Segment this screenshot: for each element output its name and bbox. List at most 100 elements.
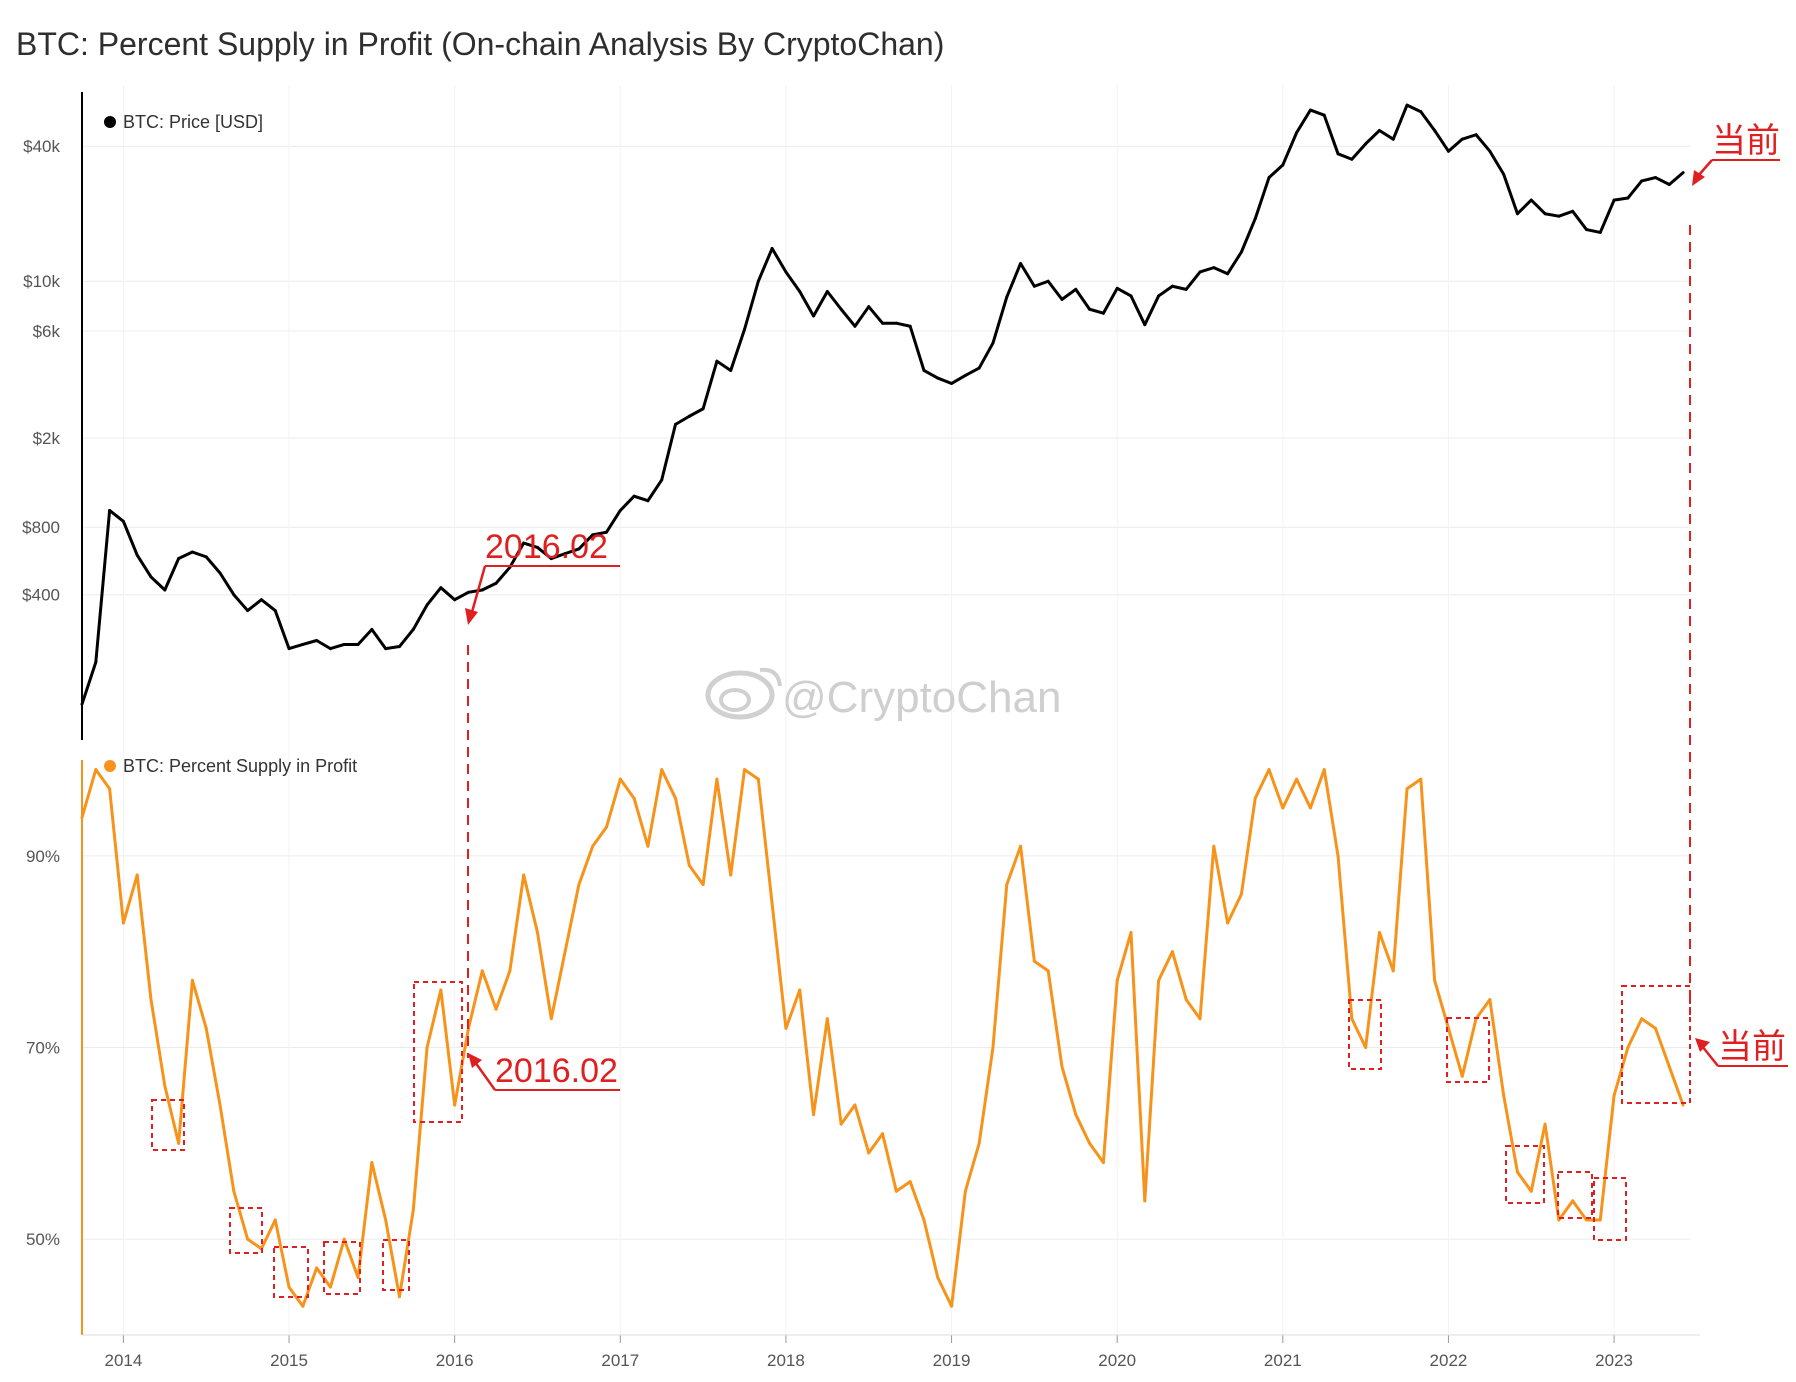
supply-line-segment (287, 1285, 305, 1308)
price-line-segment (1460, 133, 1478, 141)
price-line-segment (1157, 284, 1174, 298)
supply-line-segment (922, 1218, 940, 1279)
supply-line-segment (1019, 844, 1036, 963)
price-line-segment (1529, 198, 1547, 216)
price-legend-marker (104, 116, 116, 128)
price-line-segment (591, 530, 608, 537)
price-line-segment (522, 541, 539, 549)
price-line-segment (1101, 286, 1119, 315)
supply-line-segment (328, 1237, 346, 1289)
supply-line-segment (894, 1180, 912, 1193)
supply-line-segment (1446, 1026, 1464, 1078)
supply-line-segment (108, 787, 125, 925)
price-line-segment (674, 414, 691, 426)
price-line-segment (1433, 129, 1450, 153)
x-tick-label: 2017 (601, 1351, 639, 1370)
price-line-segment (604, 508, 622, 534)
price-line-segment (232, 593, 250, 613)
supply-line-segment (370, 1161, 388, 1222)
price-y-axis: $400 $800 $2k $6k $10k $40k (22, 137, 60, 605)
price-tick-label: $10k (23, 272, 60, 291)
supply-tick-label: 50% (26, 1230, 60, 1249)
price-line-segment (1598, 198, 1616, 234)
supply-line-segment (632, 796, 650, 848)
price-legend: BTC: Price [USD] (104, 112, 263, 132)
supply-line-segment (1239, 796, 1257, 896)
supply-line-segment (839, 1103, 857, 1126)
annotation-2016-upper-arrow (470, 565, 487, 613)
supply-line-segment (660, 768, 678, 800)
x-tick-label: 2021 (1264, 1351, 1302, 1370)
price-line-segment (1377, 129, 1395, 141)
supply-line-segment (1143, 978, 1161, 1203)
supply-line-segment (1253, 768, 1271, 800)
supply-line-segment (1488, 998, 1506, 1097)
supply-line-segment (1557, 1199, 1575, 1222)
supply-line-segment (1364, 931, 1381, 1049)
annotation-current-lower: 当前 (1718, 1028, 1786, 1066)
arrow-head-icon (1692, 170, 1705, 186)
price-line-segment (1267, 163, 1285, 180)
supply-legend-label: BTC: Percent Supply in Profit (123, 756, 357, 776)
price-line-segment (1571, 209, 1588, 232)
supply-line-segment (1419, 777, 1437, 982)
axis-lines (81, 92, 1700, 1336)
highlight-box (1348, 999, 1382, 1070)
supply-y-axis: 50% 70% 90% (26, 847, 60, 1249)
supply-series (80, 768, 1685, 1308)
supply-line-segment (1157, 950, 1174, 982)
price-line-segment (425, 586, 443, 607)
price-line-segment (494, 565, 512, 585)
supply-line-segment (1571, 1199, 1588, 1222)
price-tick-label: $40k (23, 137, 60, 156)
highlight-box (1505, 1145, 1545, 1204)
price-line-segment (687, 407, 705, 418)
supply-line-segment (646, 768, 664, 848)
price-tick-label: $800 (22, 518, 60, 537)
price-line-segment (1612, 196, 1630, 202)
supply-line-segment (674, 796, 691, 867)
price-line-segment (1184, 270, 1202, 291)
annotation-current-lower-arrow (1701, 1045, 1719, 1067)
supply-line-segment (508, 873, 526, 973)
highlight-box (382, 1239, 410, 1291)
supply-line-segment (356, 1161, 374, 1279)
price-line-segment (950, 373, 967, 385)
supply-line-segment (1226, 892, 1243, 925)
price-line-segment (1060, 287, 1078, 301)
price-line-segment (1446, 137, 1464, 153)
supply-line-segment (273, 1218, 291, 1289)
supply-line-segment (301, 1266, 319, 1308)
price-line-segment (812, 289, 829, 318)
x-tick-label: 2016 (436, 1351, 474, 1370)
price-line-segment (121, 519, 139, 557)
supply-line-segment (743, 768, 760, 781)
supply-line-segment (908, 1180, 926, 1222)
supply-line-segment (246, 1237, 263, 1251)
price-line-segment (715, 359, 733, 372)
x-tick-label: 2023 (1595, 1351, 1633, 1370)
supply-line-segment (1612, 1046, 1630, 1097)
supply-line-segment (756, 777, 774, 906)
price-line-segment (1239, 217, 1257, 254)
highlight-box (1593, 1177, 1627, 1241)
price-line-segment (853, 305, 871, 328)
price-line-segment (1115, 286, 1133, 298)
supply-line-segment (563, 883, 581, 954)
supply-line-segment (1308, 768, 1326, 810)
price-line-segment (1350, 142, 1368, 161)
supply-line-segment (259, 1218, 277, 1251)
supply-line-segment (1543, 1122, 1561, 1222)
supply-line-segment (425, 988, 443, 1049)
highlight-box (323, 1241, 361, 1295)
annotation-current-upper-arrow (1697, 159, 1713, 177)
price-line-segment (577, 533, 595, 551)
x-tick-label: 2022 (1430, 1351, 1468, 1370)
supply-legend: BTC: Percent Supply in Profit (104, 756, 357, 776)
price-line-segment (1474, 133, 1492, 153)
supply-line-segment (1350, 1017, 1368, 1049)
price-line-segment (1364, 129, 1381, 146)
price-line-segment (1212, 266, 1230, 276)
price-line-segment (908, 324, 926, 372)
